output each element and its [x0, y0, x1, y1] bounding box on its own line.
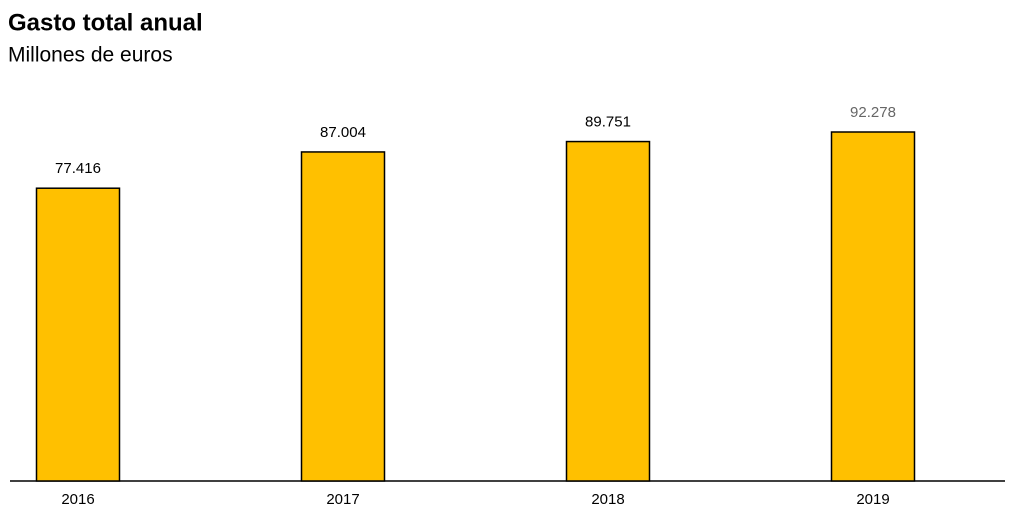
bar: [300, 151, 386, 482]
value-label: 92.278: [850, 104, 896, 121]
x-tick-label: 2016: [61, 491, 94, 508]
chart-title: Gasto total anual: [8, 9, 203, 36]
x-tick-label: 2019: [856, 491, 889, 508]
bar: [830, 131, 916, 482]
value-label: 77.416: [55, 160, 101, 177]
x-tick-label: 2018: [591, 491, 624, 508]
chart-subtitle: Millones de euros: [8, 44, 173, 67]
x-tick-label: 2017: [326, 491, 359, 508]
bar: [565, 140, 651, 482]
value-label: 89.751: [585, 114, 631, 131]
value-label: 87.004: [320, 124, 366, 141]
bar: [35, 187, 121, 482]
